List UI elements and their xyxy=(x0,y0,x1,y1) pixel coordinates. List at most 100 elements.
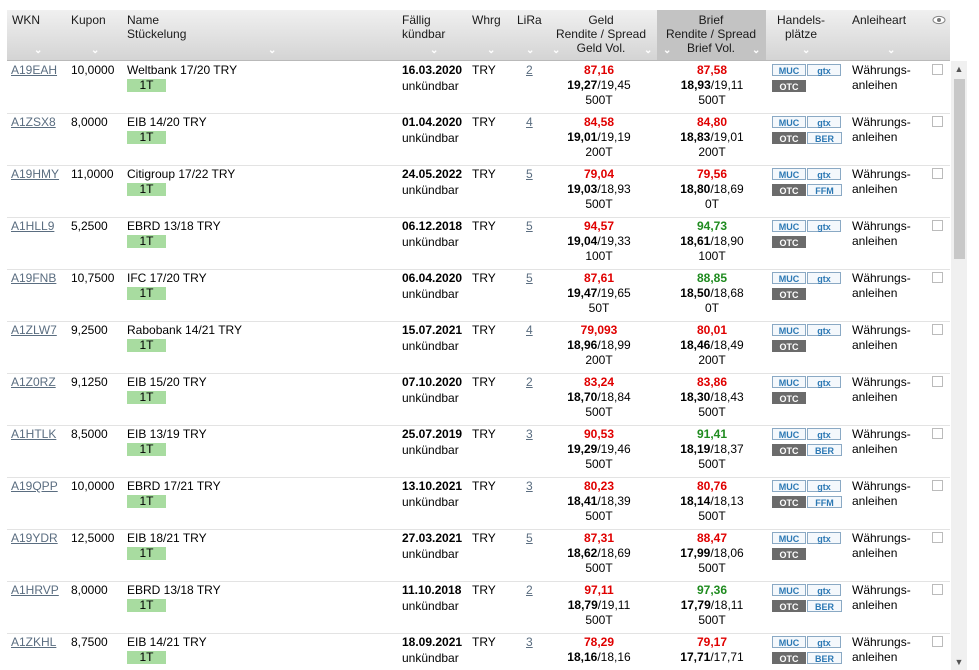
market-gtx[interactable]: gtx xyxy=(807,324,841,336)
header-geld[interactable]: Geld Rendite / Spread Geld Vol. xyxy=(555,13,647,55)
market-gtx[interactable]: gtx xyxy=(807,220,841,232)
lira-link[interactable]: 5 xyxy=(526,531,533,545)
wkn-link[interactable]: A1Z0RZ xyxy=(11,375,56,389)
lira-link[interactable]: 5 xyxy=(526,167,533,181)
chevron-down-icon[interactable]: ⌄ xyxy=(268,45,277,56)
lira-link[interactable]: 2 xyxy=(526,583,533,597)
row-checkbox[interactable] xyxy=(932,324,943,335)
table-row[interactable]: A1ZLW7 9,2500 Rabobank 14/21 TRY 1T 15.07.20… xyxy=(7,321,950,374)
header-lira[interactable]: LiRa xyxy=(517,13,542,27)
wkn-link[interactable]: A1ZSX8 xyxy=(11,115,56,129)
market-muc[interactable]: MUC xyxy=(772,480,806,492)
chevron-down-icon[interactable]: ⌄ xyxy=(644,45,653,56)
scrollbar-thumb[interactable] xyxy=(954,79,965,259)
market-gtx[interactable]: gtx xyxy=(807,636,841,648)
market-otc[interactable]: OTC xyxy=(772,236,806,248)
market-otc[interactable]: OTC xyxy=(772,496,806,508)
market-otc[interactable]: OTC xyxy=(772,548,806,560)
market-otc[interactable]: OTC xyxy=(772,132,806,144)
table-row[interactable]: A1HLL9 5,2500 EBRD 13/18 TRY 1T 06.12.2018 un… xyxy=(7,217,950,270)
wkn-link[interactable]: A19QPP xyxy=(11,479,58,493)
row-checkbox[interactable] xyxy=(932,64,943,75)
row-checkbox[interactable] xyxy=(932,428,943,439)
header-handelsplaetze[interactable]: Handels- plätze xyxy=(777,13,826,41)
market-gtx[interactable]: gtx xyxy=(807,532,841,544)
chevron-down-icon[interactable]: ⌄ xyxy=(91,45,100,56)
scroll-down-icon[interactable]: ▼ xyxy=(954,657,964,667)
header-brief[interactable]: Brief Rendite / Spread Brief Vol. xyxy=(665,13,757,55)
market-otc[interactable]: OTC xyxy=(772,184,806,196)
chevron-down-icon[interactable]: ⌄ xyxy=(430,45,439,56)
lira-link[interactable]: 2 xyxy=(526,63,533,77)
header-anleiheart[interactable]: Anleiheart xyxy=(852,13,907,27)
wkn-link[interactable]: A1HRVP xyxy=(11,583,59,597)
table-row[interactable]: A1HTLK 8,5000 EIB 13/19 TRY 1T 25.07.2019 unk… xyxy=(7,425,950,478)
wkn-link[interactable]: A19HMY xyxy=(11,167,60,181)
row-checkbox[interactable] xyxy=(932,532,943,543)
market-muc[interactable]: MUC xyxy=(772,168,806,180)
market-muc[interactable]: MUC xyxy=(772,584,806,596)
chevron-down-icon[interactable]: ⌄ xyxy=(526,45,535,56)
table-row[interactable]: A19FNB 10,7500 IFC 17/20 TRY 1T 06.04.2020 un… xyxy=(7,269,950,322)
wkn-link[interactable]: A1HTLK xyxy=(11,427,57,441)
chevron-down-icon[interactable]: ⌄ xyxy=(663,45,672,56)
market-muc[interactable]: MUC xyxy=(772,376,806,388)
market-otc[interactable]: OTC xyxy=(772,288,806,300)
wkn-link[interactable]: A19FNB xyxy=(11,271,57,285)
row-checkbox[interactable] xyxy=(932,636,943,647)
header-faellig[interactable]: Fällig kündbar xyxy=(402,13,446,41)
wkn-link[interactable]: A1ZKHL xyxy=(11,635,57,649)
table-row[interactable]: A19EAH 10,0000 Weltbank 17/20 TRY 1T 16.03.2… xyxy=(7,61,950,114)
chevron-down-icon[interactable]: ⌄ xyxy=(487,45,496,56)
market-muc[interactable]: MUC xyxy=(772,272,806,284)
table-row[interactable]: A1ZSX8 8,0000 EIB 14/20 TRY 1T 01.04.2020 unk… xyxy=(7,113,950,166)
market-otc[interactable]: OTC xyxy=(772,444,806,456)
table-row[interactable]: A1Z0RZ 9,1250 EIB 15/20 TRY 1T 07.10.2020 unk… xyxy=(7,373,950,426)
vertical-scrollbar[interactable]: ▲ ▼ xyxy=(951,61,967,670)
wkn-link[interactable]: A1HLL9 xyxy=(11,219,55,233)
market-muc[interactable]: MUC xyxy=(772,636,806,648)
market-muc[interactable]: MUC xyxy=(772,324,806,336)
market-extra[interactable]: BER xyxy=(807,132,842,144)
table-row[interactable]: A19HMY 11,0000 Citigroup 17/22 TRY 1T 24.05.… xyxy=(7,165,950,218)
market-muc[interactable]: MUC xyxy=(772,116,806,128)
lira-link[interactable]: 4 xyxy=(526,115,533,129)
row-checkbox[interactable] xyxy=(932,168,943,179)
header-wkn[interactable]: WKN xyxy=(12,13,40,27)
header-kupon[interactable]: Kupon xyxy=(71,13,106,27)
market-muc[interactable]: MUC xyxy=(772,532,806,544)
market-gtx[interactable]: gtx xyxy=(807,428,841,440)
table-row[interactable]: A1HRVP 8,0000 EBRD 13/18 TRY 1T 11.10.2018 un… xyxy=(7,581,950,634)
header-whrg[interactable]: Whrg xyxy=(472,13,501,27)
table-row[interactable]: A1ZKHL 8,7500 EIB 14/21 TRY 1T 18.09.2021 unk… xyxy=(7,633,950,670)
market-muc[interactable]: MUC xyxy=(772,220,806,232)
market-otc[interactable]: OTC xyxy=(772,340,806,352)
market-gtx[interactable]: gtx xyxy=(807,272,841,284)
market-gtx[interactable]: gtx xyxy=(807,64,841,76)
lira-link[interactable]: 5 xyxy=(526,219,533,233)
wkn-link[interactable]: A19EAH xyxy=(11,63,58,77)
market-muc[interactable]: MUC xyxy=(772,64,806,76)
market-gtx[interactable]: gtx xyxy=(807,376,841,388)
wkn-link[interactable]: A19YDR xyxy=(11,531,58,545)
market-gtx[interactable]: gtx xyxy=(807,480,841,492)
market-extra[interactable]: BER xyxy=(807,652,842,664)
market-otc[interactable]: OTC xyxy=(772,600,806,612)
market-extra[interactable]: BER xyxy=(807,444,842,456)
row-checkbox[interactable] xyxy=(932,584,943,595)
table-row[interactable]: A19YDR 12,5000 EIB 18/21 TRY 1T 27.03.2021 un… xyxy=(7,529,950,582)
market-otc[interactable]: OTC xyxy=(772,392,806,404)
table-row[interactable]: A19QPP 10,0000 EBRD 17/21 TRY 1T 13.10.2021 u… xyxy=(7,477,950,530)
lira-link[interactable]: 3 xyxy=(526,635,533,649)
row-checkbox[interactable] xyxy=(932,376,943,387)
row-checkbox[interactable] xyxy=(932,220,943,231)
chevron-down-icon[interactable]: ⌄ xyxy=(552,45,561,56)
lira-link[interactable]: 3 xyxy=(526,427,533,441)
market-otc[interactable]: OTC xyxy=(772,652,806,664)
lira-link[interactable]: 3 xyxy=(526,479,533,493)
market-muc[interactable]: MUC xyxy=(772,428,806,440)
wkn-link[interactable]: A1ZLW7 xyxy=(11,323,57,337)
lira-link[interactable]: 4 xyxy=(526,323,533,337)
lira-link[interactable]: 2 xyxy=(526,375,533,389)
header-name[interactable]: Name Stückelung xyxy=(127,13,187,41)
